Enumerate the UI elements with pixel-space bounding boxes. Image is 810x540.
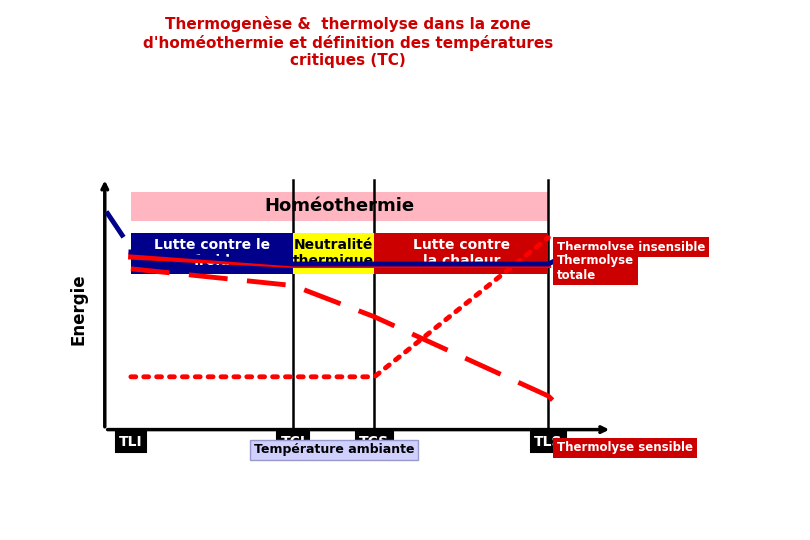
Text: Température ambiante: Température ambiante — [254, 443, 414, 456]
Text: TCI: TCI — [281, 435, 305, 449]
Text: Thermogenèse &  thermolyse dans la zone
d'homéothermie et définition des tempéra: Thermogenèse & thermolyse dans la zone d… — [143, 16, 553, 68]
Text: TLI: TLI — [119, 435, 143, 449]
Text: Thermolyse insensible: Thermolyse insensible — [557, 241, 706, 254]
Text: Lutte contre le
froid: Lutte contre le froid — [154, 238, 270, 268]
Bar — [374, 233, 548, 274]
Text: Neutralité
thermique: Neutralité thermique — [293, 238, 374, 268]
Text: Energie: Energie — [70, 274, 87, 346]
Bar — [131, 192, 548, 221]
Text: Thermolyse sensible: Thermolyse sensible — [557, 441, 693, 454]
Text: TCS: TCS — [360, 435, 390, 449]
Text: Homéothermie: Homéothermie — [265, 198, 415, 215]
Text: Thermolyse
totale: Thermolyse totale — [557, 254, 634, 281]
Bar — [293, 233, 374, 274]
Text: Lutte contre
la chaleur: Lutte contre la chaleur — [413, 238, 510, 268]
Bar — [131, 233, 293, 274]
Text: TLS: TLS — [534, 435, 563, 449]
